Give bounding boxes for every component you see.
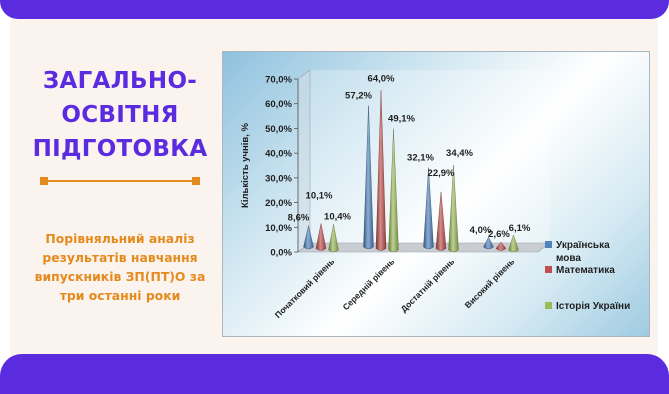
x-tick-label: Середній рівень [341, 256, 397, 312]
y-tick-label: 40,0% [265, 149, 292, 160]
y-tick-label: 50,0% [265, 124, 292, 135]
legend-swatch [545, 266, 552, 273]
legend-label: Математика [556, 265, 615, 276]
side-wall [297, 69, 311, 253]
legend-label: Історія України [556, 301, 630, 312]
slide-title: ЗАГАЛЬНО- ОСВІТНЯ ПІДГОТОВКА [30, 64, 210, 166]
title-divider [40, 176, 200, 186]
legend-swatch [545, 302, 552, 309]
legend-label: Українська [556, 240, 610, 251]
y-tick-label: 70,0% [265, 75, 292, 86]
y-tick-label: 60,0% [265, 99, 292, 110]
y-tick-label: 10,0% [265, 223, 292, 234]
data-label: 2,6% [488, 229, 510, 240]
divider-square-left [40, 177, 48, 185]
chart-frame: 0,0% 10,0% 20,0% 30,0% 40,0% 50,0% 60,0% 70,0% К… [222, 51, 650, 337]
title-line: ЗАГАЛЬНО- [42, 68, 198, 94]
subtitle-line: Порівняльний аналіз [45, 231, 195, 246]
data-label: 4,0% [470, 225, 492, 236]
cone-chart: 0,0% 10,0% 20,0% 30,0% 40,0% 50,0% 60,0% 70,0% К… [240, 69, 630, 320]
subtitle-line: три останні роки [59, 288, 181, 303]
bottom-band [0, 354, 669, 394]
cone-bar [303, 225, 314, 250]
subtitle-line: результатів навчання [42, 250, 198, 265]
legend-label: мова [556, 253, 581, 264]
cone-bar [363, 105, 374, 250]
cone-bar [435, 191, 447, 251]
cone-bar [388, 128, 399, 253]
data-label: 8,6% [288, 213, 310, 224]
y-tick-label: 0,0% [270, 248, 292, 259]
cone-bar [508, 234, 519, 253]
data-label: 34,4% [446, 148, 473, 159]
cone-bar [483, 236, 494, 250]
data-label: 49,1% [388, 114, 415, 125]
slide-subtitle: Порівняльний аналіз результатів навчання… [30, 229, 210, 305]
cone-bar [495, 241, 507, 251]
x-tick-label: Високий рівень [463, 256, 517, 310]
divider-square-right [192, 177, 200, 185]
y-tick-label: 30,0% [265, 173, 292, 184]
subtitle-line: випускників ЗП(ПТ)О за [34, 269, 206, 284]
x-tick-label: Достатній рівень [399, 256, 457, 314]
y-tick-label: 20,0% [265, 198, 292, 209]
y-axis-title: Кількість учнів, % [240, 123, 251, 208]
title-line: ОСВІТНЯ [61, 102, 179, 128]
title-line: ПІДГОТОВКА [32, 136, 208, 162]
data-label: 6,1% [509, 223, 531, 234]
cone-bar [448, 164, 459, 253]
data-label: 10,1% [306, 191, 333, 202]
divider-line [44, 180, 196, 182]
data-label: 57,2% [345, 91, 372, 102]
cone-bar [375, 90, 387, 251]
data-label: 64,0% [368, 73, 395, 84]
cone-bar [328, 224, 339, 253]
legend-swatch [545, 241, 552, 248]
data-label: 32,1% [407, 153, 434, 164]
slide-panel: ЗАГАЛЬНО- ОСВІТНЯ ПІДГОТОВКА Порівняльни… [10, 10, 658, 364]
cone-bar [315, 223, 327, 251]
x-tick-label: Початковий рівень [273, 256, 337, 320]
data-label: 22,9% [428, 168, 455, 179]
top-band [0, 0, 669, 19]
cone-bar [423, 167, 434, 250]
data-label: 10,4% [324, 211, 351, 222]
